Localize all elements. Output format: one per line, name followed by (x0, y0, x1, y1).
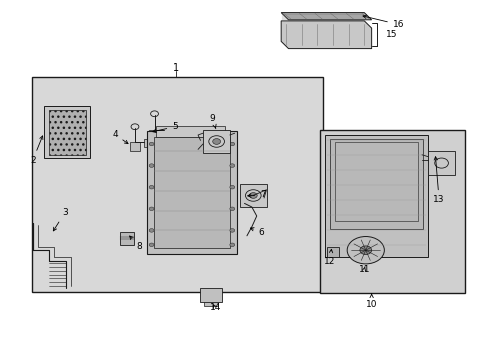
Text: 9: 9 (209, 114, 216, 129)
Circle shape (149, 229, 154, 232)
Bar (144, 139, 155, 147)
Bar (239, 184, 266, 207)
Bar (44, 106, 90, 158)
Text: 7: 7 (247, 190, 265, 199)
Bar (326, 247, 338, 257)
Bar (156, 126, 224, 137)
Text: 16: 16 (362, 15, 404, 29)
Circle shape (229, 243, 234, 247)
Circle shape (149, 185, 154, 189)
Bar (334, 142, 417, 221)
Circle shape (229, 207, 234, 211)
Bar (129, 142, 140, 151)
Bar (325, 135, 427, 257)
Polygon shape (281, 21, 371, 49)
Circle shape (149, 207, 154, 211)
Circle shape (229, 229, 234, 232)
Bar (204, 302, 218, 306)
Circle shape (229, 185, 234, 189)
Text: 3: 3 (53, 208, 68, 231)
Text: 4: 4 (112, 130, 128, 144)
Bar (49, 110, 85, 155)
Bar (120, 232, 134, 245)
Bar (427, 151, 454, 175)
Bar (149, 130, 160, 139)
Circle shape (149, 243, 154, 247)
Bar (320, 130, 464, 293)
Bar (329, 139, 422, 229)
Text: 10: 10 (365, 294, 377, 309)
Circle shape (229, 164, 234, 167)
Circle shape (149, 164, 154, 167)
Text: 11: 11 (358, 265, 369, 274)
Bar (32, 77, 322, 292)
Text: 14: 14 (209, 303, 221, 312)
Bar (154, 137, 229, 248)
Bar (146, 131, 237, 254)
Polygon shape (281, 13, 371, 20)
Text: 15: 15 (386, 31, 397, 40)
Bar (203, 130, 229, 153)
Text: 12: 12 (324, 249, 335, 266)
Text: 6: 6 (250, 228, 264, 237)
Text: 5: 5 (152, 122, 178, 132)
Circle shape (229, 142, 234, 146)
Bar (200, 288, 222, 302)
Circle shape (149, 142, 154, 146)
Circle shape (249, 193, 257, 198)
Text: 8: 8 (129, 236, 142, 251)
Text: 2: 2 (30, 136, 43, 165)
Circle shape (359, 246, 371, 255)
Text: 13: 13 (432, 157, 444, 204)
Text: 1: 1 (173, 63, 179, 73)
Circle shape (346, 237, 384, 264)
Circle shape (212, 139, 220, 144)
